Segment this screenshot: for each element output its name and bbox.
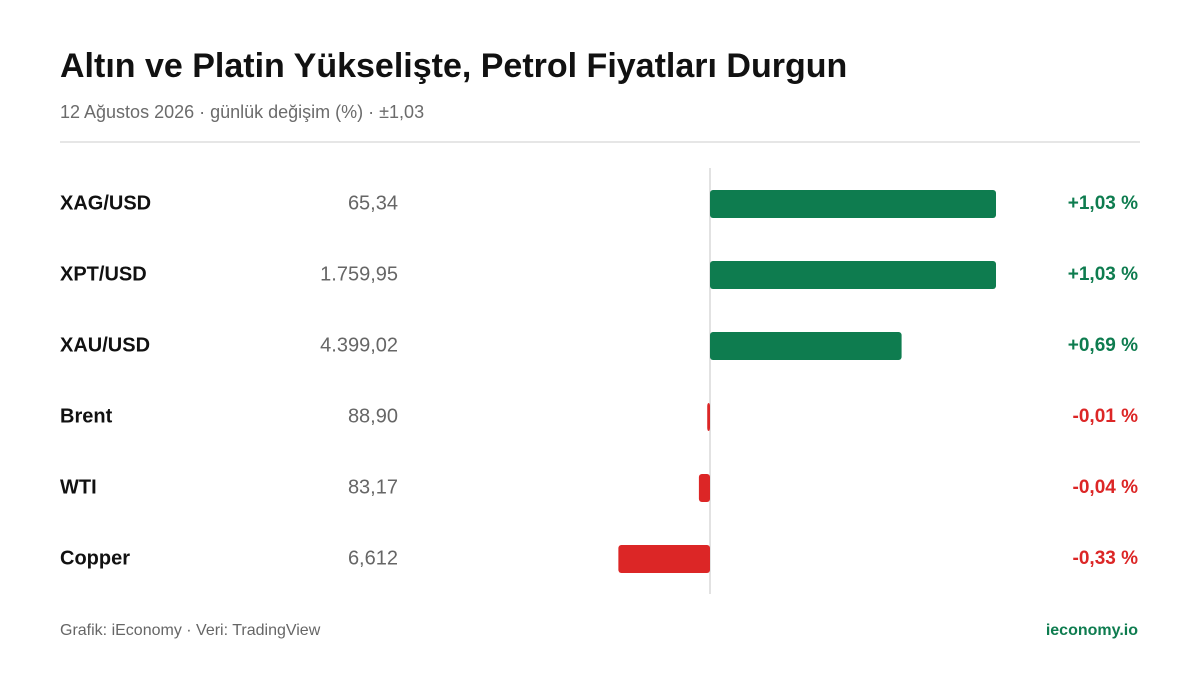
footer: Grafik: iEconomy · Veri: TradingView — [60, 622, 321, 639]
category-label: Brent — [60, 405, 113, 427]
bar — [710, 332, 902, 360]
price-label: 4.399,02 — [320, 334, 398, 356]
category-label: XAG/USD — [60, 192, 151, 214]
value-label: +0,69 % — [1068, 335, 1138, 356]
bar — [618, 545, 710, 573]
bar — [710, 261, 996, 289]
value-label: -0,01 % — [1073, 406, 1139, 427]
value-label: -0,33 % — [1073, 548, 1139, 569]
price-label: 1.759,95 — [320, 263, 398, 285]
chart-subtitle: 12 Ağustos 2026 · günlük değişim (%) · ±… — [60, 102, 424, 122]
category-label: WTI — [60, 476, 97, 498]
bar — [710, 190, 996, 218]
price-label: 83,17 — [348, 476, 398, 498]
category-label: XAU/USD — [60, 334, 150, 356]
category-label: XPT/USD — [60, 263, 147, 285]
bar — [698, 474, 710, 502]
price-label: 65,34 — [348, 192, 398, 214]
value-label: +1,03 % — [1068, 193, 1138, 214]
price-label: 6,612 — [348, 547, 398, 569]
category-label: Copper — [60, 547, 130, 569]
site-link: ieconomy.io — [1046, 622, 1138, 639]
value-label: -0,04 % — [1073, 477, 1139, 498]
bar — [707, 403, 710, 431]
value-label: +1,03 % — [1068, 264, 1138, 285]
price-label: 88,90 — [348, 405, 398, 427]
chart-title: Altın ve Platin Yükselişte, Petrol Fiyat… — [60, 47, 847, 85]
